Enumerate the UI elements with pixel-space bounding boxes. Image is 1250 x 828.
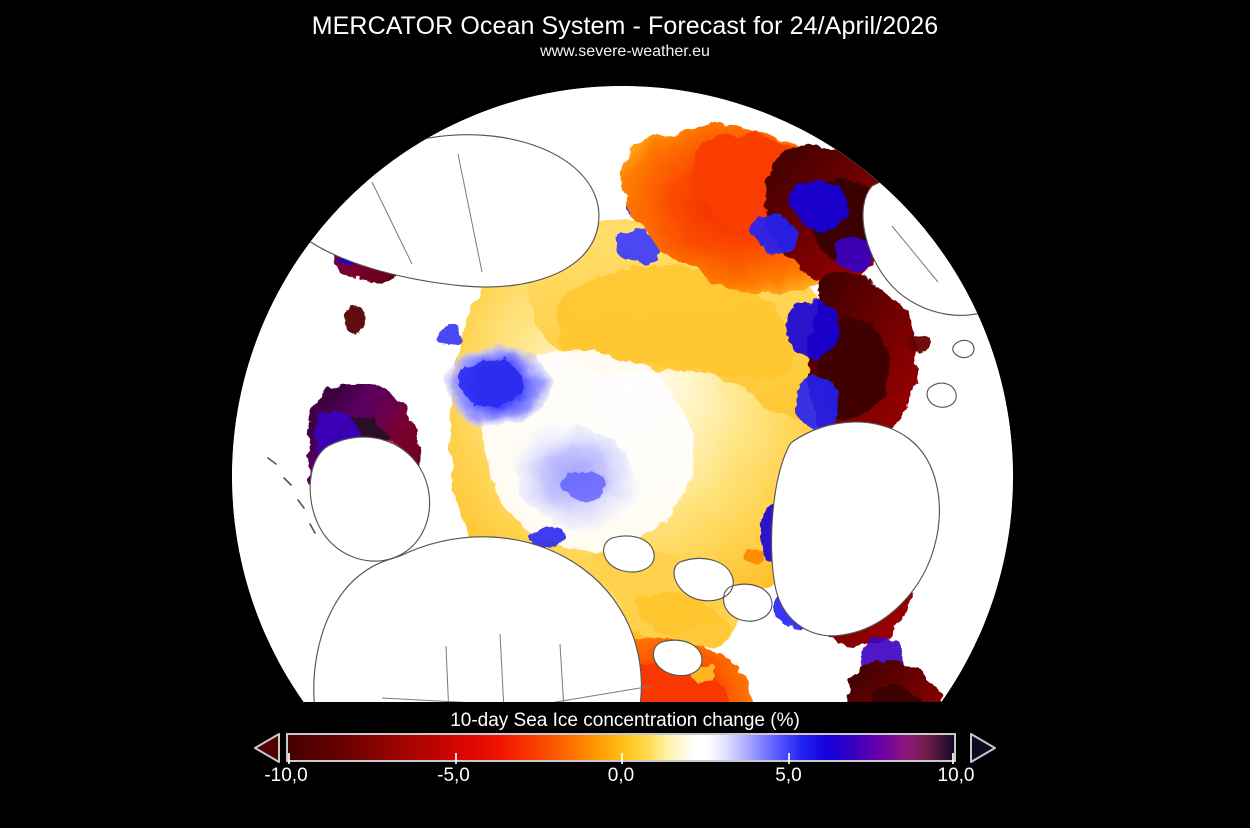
colorbar-tick-3 — [787, 753, 790, 764]
colorbar-tick-labels: -10,0 -5,0 0,0 5,0 10,0 — [253, 764, 997, 790]
colorbar-row — [253, 733, 997, 764]
source-watermark: www.severe-weather.eu — [540, 43, 710, 60]
colorbar-tick-label-min: -10,0 — [264, 765, 308, 786]
colorbar-overflow-arrow-icon — [970, 733, 996, 763]
sea-ice-raster — [232, 86, 1013, 702]
colorbar-underflow-arrow-icon — [254, 733, 280, 763]
chart-header: MERCATOR Ocean System - Forecast for 24/… — [0, 0, 1250, 62]
colorbar-tick-label-max: 10,0 — [937, 765, 975, 786]
colorbar: 10-day Sea Ice concentration change (%) … — [0, 702, 1250, 828]
map-stage — [0, 84, 1250, 702]
globe-inner — [232, 86, 1013, 702]
colorbar-tick-1 — [454, 753, 457, 764]
colorbar-tick-0 — [288, 753, 290, 764]
colorbar-tick-4 — [952, 753, 954, 764]
colorbar-tick-label-pos5: 5,0 — [775, 765, 802, 786]
colorbar-gradient[interactable] — [286, 733, 956, 764]
colorbar-title: 10-day Sea Ice concentration change (%) — [450, 710, 800, 731]
colorbar-tick-label-zero: 0,0 — [607, 765, 635, 786]
colorbar-tick-2 — [621, 753, 623, 764]
page-title: MERCATOR Ocean System - Forecast for 24/… — [311, 12, 939, 40]
colorbar-tick-label-neg5: -5,0 — [437, 765, 470, 786]
globe-map[interactable] — [232, 86, 1013, 702]
